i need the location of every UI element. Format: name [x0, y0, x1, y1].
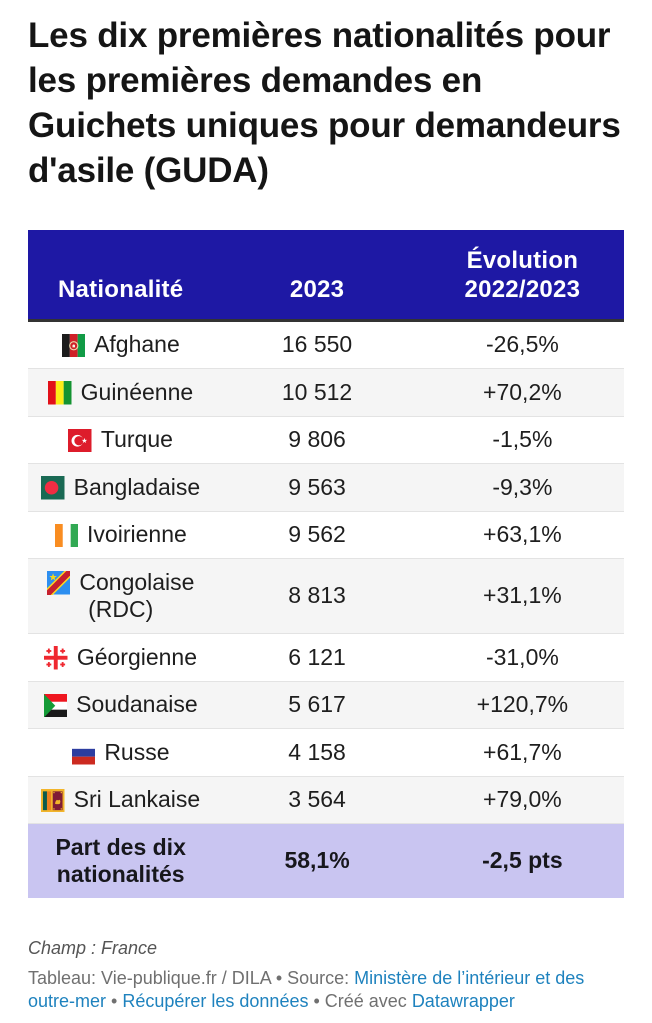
page-title: Les dix premières nationalités pour les …	[28, 13, 624, 193]
evolution-cell: +63,1%	[420, 511, 624, 559]
value-2023-cell: 6 121	[213, 633, 421, 682]
georgia-flag-icon	[44, 646, 68, 670]
title-line-3: Guichets uniques pour demandeurs	[28, 106, 621, 145]
table-row: Ivoirienne 9 562 +63,1%	[28, 511, 624, 559]
summary-row: Part des dix nationalités 58,1% -2,5 pts	[28, 823, 624, 898]
nationality-cell: Guinéenne	[28, 368, 214, 417]
nationality-label: Congolaise (RDC)	[79, 568, 195, 623]
table-row: Soudanaise 5 617 +120,7%	[28, 681, 624, 729]
nationality-cell: Afghane	[28, 320, 214, 369]
nationality-label: Ivoirienne	[87, 521, 187, 547]
nationality-label: Sri Lankaise	[73, 786, 201, 812]
attribution: Tableau: Vie-publique.fr / DILA • Source…	[28, 967, 624, 1013]
nationality-cell: Turque	[28, 416, 214, 464]
nationality-label: Afghane	[94, 331, 180, 357]
value-2023-cell: 9 806	[213, 416, 421, 464]
evolution-cell: -9,3%	[420, 463, 624, 512]
source-link[interactable]: Ministère de l’intérieur et des outre-me…	[28, 968, 585, 1011]
guinea-flag-icon	[48, 381, 72, 405]
get-the-data-link[interactable]: Récupérer les données	[122, 991, 309, 1011]
nationality-label: Turque	[100, 426, 173, 452]
column-header-nationality: Nationalité	[28, 230, 214, 322]
nationality-label: Bangladaise	[73, 473, 201, 500]
title-line-4: d'asile (GUDA)	[28, 151, 269, 190]
ivory-coast-flag-icon	[54, 523, 79, 547]
table-row: Congolaise (RDC) 8 813 +31,1%	[28, 558, 624, 634]
table-footnote: Champ : France	[28, 938, 158, 958]
summary-value-2023: 58,1%	[213, 823, 421, 898]
nationality-cell: Russe	[28, 728, 214, 777]
datawrapper-link[interactable]: Datawrapper	[411, 991, 515, 1011]
nationality-label: Guinéenne	[80, 378, 194, 405]
evolution-cell: -26,5%	[420, 320, 624, 369]
column-header-evolution: Évolution 2022/2023	[420, 230, 624, 322]
sri-lanka-flag-icon	[41, 788, 65, 812]
attribution-separator-1: •	[106, 991, 123, 1011]
nationality-label: Géorgienne	[76, 643, 198, 670]
table-row: Bangladaise 9 563 -9,3%	[28, 463, 624, 512]
evolution-cell: -1,5%	[420, 416, 624, 464]
nationality-cell: Soudanaise	[28, 681, 214, 729]
nationality-cell: Sri Lankaise	[28, 776, 214, 824]
value-2023-cell: 9 563	[213, 463, 421, 512]
evolution-cell: +120,7%	[420, 681, 624, 729]
table-row: Guinéenne 10 512 +70,2%	[28, 368, 624, 417]
russia-flag-icon	[71, 741, 96, 765]
table-row: Afghane 16 550 -26,5%	[28, 320, 624, 369]
value-2023-cell: 10 512	[213, 368, 421, 417]
nationality-cell: Ivoirienne	[28, 511, 214, 559]
evolution-cell: +31,1%	[420, 558, 624, 634]
summary-evolution: -2,5 pts	[420, 823, 624, 898]
attribution-prefix: Tableau: Vie-publique.fr / DILA • Source…	[28, 968, 355, 988]
title-line-2: les premières demandes en	[28, 61, 483, 100]
table-row: Russe 4 158 +61,7%	[28, 728, 624, 777]
evolution-cell: -31,0%	[420, 633, 624, 682]
table-row: Sri Lankaise 3 564 +79,0%	[28, 776, 624, 824]
nationality-cell: Bangladaise	[28, 463, 214, 512]
value-2023-cell: 5 617	[213, 681, 421, 729]
sudan-flag-icon	[43, 693, 68, 717]
value-2023-cell: 8 813	[213, 558, 421, 634]
nationality-cell: Géorgienne	[28, 633, 214, 682]
summary-label: Part des dix nationalités	[28, 823, 214, 898]
bangladesh-flag-icon	[41, 476, 65, 500]
dr-congo-flag-icon	[46, 571, 71, 595]
afghanistan-flag-icon	[61, 333, 86, 357]
title-line-1: Les dix premières nationalités pour	[28, 16, 611, 55]
nationality-cell: Congolaise (RDC)	[28, 558, 214, 634]
attribution-separator-2: • Créé avec	[308, 991, 412, 1011]
table-row: Géorgienne 6 121 -31,0%	[28, 633, 624, 682]
evolution-cell: +70,2%	[420, 368, 624, 417]
turkey-flag-icon	[68, 428, 92, 452]
evolution-cell: +79,0%	[420, 776, 624, 824]
column-header-2023: 2023	[213, 230, 421, 322]
value-2023-cell: 9 562	[213, 511, 421, 559]
nationalities-table: Nationalité 2023 Évolution 2022/2023 Afg…	[28, 230, 624, 898]
table-header-row: Nationalité 2023 Évolution 2022/2023	[28, 230, 624, 322]
value-2023-cell: 16 550	[213, 320, 421, 369]
nationality-label: Russe	[104, 738, 170, 765]
table-row: Turque 9 806 -1,5%	[28, 416, 624, 464]
nationality-label: Soudanaise	[76, 691, 198, 717]
value-2023-cell: 4 158	[213, 728, 421, 777]
evolution-cell: +61,7%	[420, 728, 624, 777]
value-2023-cell: 3 564	[213, 776, 421, 824]
